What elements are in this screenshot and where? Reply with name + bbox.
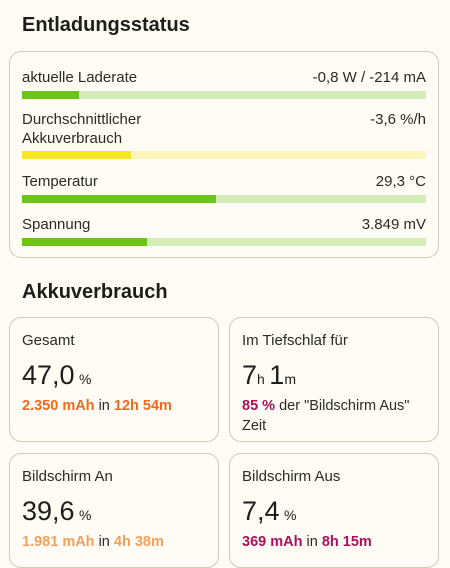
metric-label: Spannung (22, 216, 91, 233)
metric-value: 29,3 °C (375, 173, 426, 190)
big-unit: % (79, 371, 92, 387)
progress-fill (22, 91, 79, 99)
progress-track (22, 195, 426, 203)
mah-value: 2.350 mAh (22, 398, 95, 414)
metric-value: 3.849 mV (361, 216, 426, 233)
progress-fill (22, 195, 216, 203)
deep-sleep-tile: Im Tiefschlaf für 7h 1m 85 % der "Bildsc… (229, 317, 439, 442)
sleep-text: der "Bildschirm Aus" Zeit (242, 398, 410, 434)
big-value: 7,4 (242, 496, 280, 526)
total-percent: 47,0 % (22, 360, 91, 391)
screen-off-percent: 7,4 % (242, 496, 296, 527)
hours-value: 7 (242, 360, 258, 390)
tile-label: Bildschirm Aus (242, 468, 341, 485)
screen-on-tile: Bildschirm An 39,6 % 1.981 mAh in 4h 38m (9, 453, 219, 568)
tile-label: Im Tiefschlaf für (242, 332, 348, 349)
metric-value: -0,8 W / -214 mA (312, 69, 426, 86)
metric-label: Temperatur (22, 173, 98, 190)
metric-average-usage: Durchschnittlicher Akkuverbrauch -3,6 %/… (22, 110, 426, 162)
sleep-percent: 85 % (242, 398, 276, 414)
progress-track (22, 238, 426, 246)
in-word: in (98, 534, 110, 550)
deep-sleep-duration: 7h 1m (242, 360, 296, 391)
tile-detail: 369 mAh in 8h 15m (242, 532, 372, 552)
metric-value: -3,6 %/h (370, 111, 426, 128)
tile-detail: 1.981 mAh in 4h 38m (22, 532, 164, 552)
tile-label: Bildschirm An (22, 468, 113, 485)
big-unit: % (79, 507, 92, 523)
progress-track (22, 91, 426, 99)
tile-detail: 85 % der "Bildschirm Aus" Zeit (242, 396, 432, 436)
tile-detail: 2.350 mAh in 12h 54m (22, 396, 172, 416)
duration-value: 4h 38m (113, 534, 164, 550)
tile-label: Gesamt (22, 332, 75, 349)
minutes-value: 1 (269, 360, 285, 390)
in-word: in (98, 398, 110, 414)
in-word: in (306, 534, 318, 550)
big-value: 47,0 (22, 360, 75, 390)
discharge-status-card: aktuelle Laderate -0,8 W / -214 mA Durch… (9, 51, 439, 258)
big-value: 39,6 (22, 496, 75, 526)
duration-value: 8h 15m (321, 534, 372, 550)
minutes-unit: m (284, 371, 296, 387)
hours-unit: h (257, 371, 265, 387)
progress-fill (22, 238, 148, 246)
battery-usage-title: Akkuverbrauch (22, 281, 168, 303)
mah-value: 1.981 mAh (22, 534, 95, 550)
metric-charge-rate: aktuelle Laderate -0,8 W / -214 mA (22, 68, 426, 100)
metric-voltage: Spannung 3.849 mV (22, 215, 426, 247)
metric-temperature: Temperatur 29,3 °C (22, 172, 426, 204)
progress-track (22, 151, 426, 159)
screen-off-tile: Bildschirm Aus 7,4 % 369 mAh in 8h 15m (229, 453, 439, 568)
metric-label: aktuelle Laderate (22, 69, 138, 86)
progress-fill (22, 151, 132, 159)
total-usage-tile: Gesamt 47,0 % 2.350 mAh in 12h 54m (9, 317, 219, 442)
duration-value: 12h 54m (113, 398, 172, 414)
metric-label: Durchschnittlicher Akkuverbrauch (22, 111, 142, 147)
discharge-status-title: Entladungsstatus (22, 14, 190, 36)
mah-value: 369 mAh (242, 534, 303, 550)
screen-on-percent: 39,6 % (22, 496, 91, 527)
big-unit: % (284, 507, 297, 523)
